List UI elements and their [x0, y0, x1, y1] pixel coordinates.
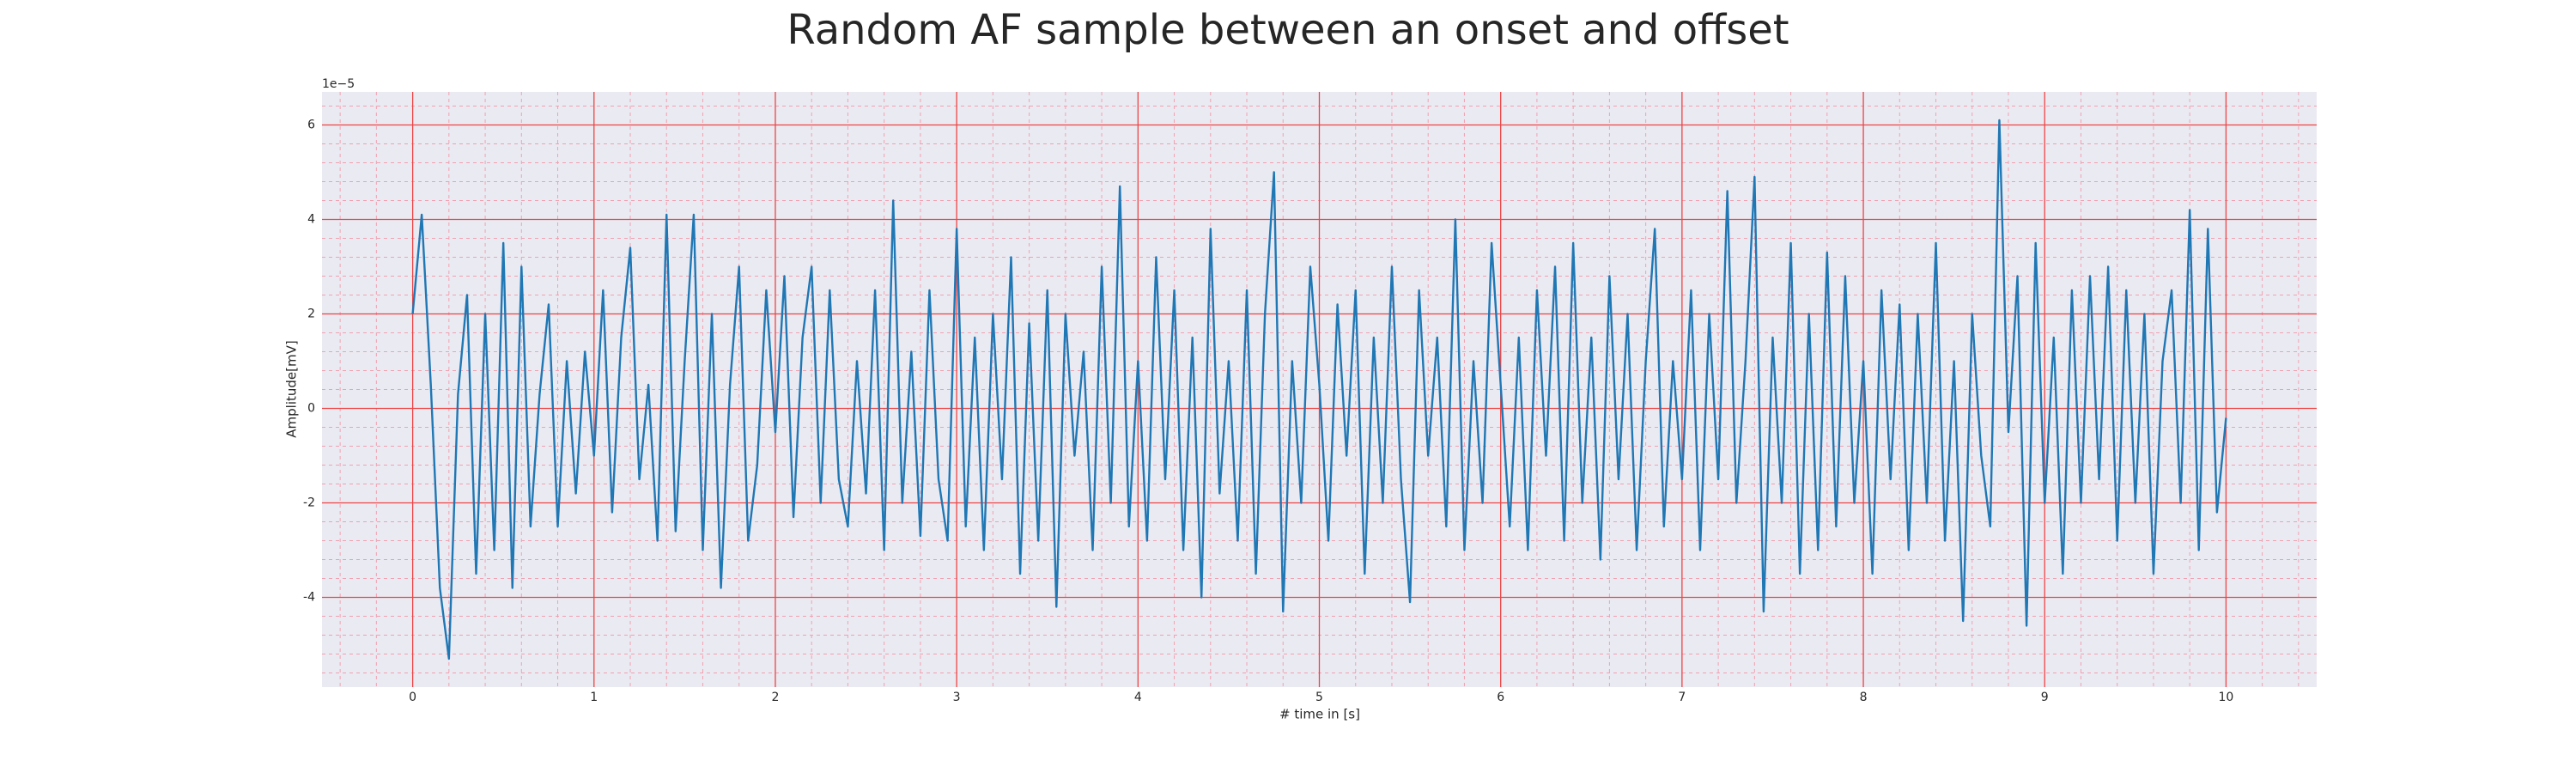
y-tick-label: 2	[307, 307, 315, 321]
offset-text: 1e−5	[322, 77, 355, 91]
x-tick-label: 10	[2218, 691, 2233, 704]
y-tick-label: 0	[307, 402, 315, 416]
x-tick-label: 3	[953, 691, 961, 704]
chart-title: Random AF sample between an onset and of…	[787, 6, 1789, 54]
x-tick-label: 6	[1497, 691, 1504, 704]
y-tick-label: 4	[307, 213, 315, 227]
x-tick-label: 5	[1315, 691, 1323, 704]
plot-area	[322, 92, 2317, 687]
y-tick-label: -4	[303, 591, 315, 605]
x-axis-label: # time in [s]	[1279, 707, 1360, 722]
x-tick-label: 7	[1678, 691, 1686, 704]
y-tick-label: -2	[303, 496, 315, 510]
data-line	[411, 119, 2227, 660]
x-tick-label: 0	[409, 691, 416, 704]
y-tick-label: 6	[307, 119, 315, 132]
x-tick-label: 9	[2041, 691, 2049, 704]
y-axis-label: Amplitude[mV]	[284, 340, 300, 437]
x-tick-label: 1	[590, 691, 598, 704]
x-tick-label: 4	[1134, 691, 1142, 704]
x-tick-label: 2	[771, 691, 779, 704]
x-tick-label: 8	[1860, 691, 1868, 704]
